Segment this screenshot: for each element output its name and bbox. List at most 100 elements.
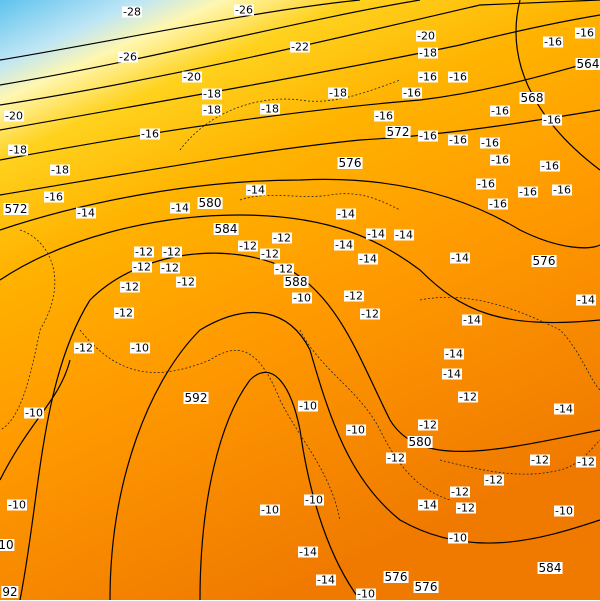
temperature-label: -14: [418, 498, 438, 512]
temperature-label: -16: [542, 113, 562, 127]
temperature-label: -16: [140, 127, 160, 141]
temperature-label: -12: [134, 245, 154, 259]
geopotential-label: 10: [0, 539, 15, 551]
temperature-label: -16: [374, 109, 394, 123]
temperature-label: -18: [418, 46, 438, 60]
temperature-label: -14: [444, 347, 464, 361]
geopotential-label: 92: [1, 585, 19, 599]
temperature-label: -14: [336, 207, 356, 221]
temperature-label: -14: [554, 402, 574, 416]
temperature-label: -12: [386, 451, 406, 465]
temperature-label: -16: [518, 185, 538, 199]
temperature-label: -14: [334, 238, 354, 252]
temperature-label: -14: [462, 313, 482, 327]
temperature-label: -16: [44, 190, 64, 204]
geopotential-label: 584: [213, 222, 239, 236]
temperature-label: -10: [130, 341, 150, 355]
temperature-label: -18: [202, 87, 222, 101]
geopotential-label: 568: [519, 91, 545, 105]
temperature-label: -12: [160, 261, 180, 275]
contour-line: [0, 59, 600, 161]
temperature-label: -12: [176, 275, 196, 289]
contour-line: [0, 109, 600, 196]
temperature-label: -12: [530, 453, 550, 467]
temperature-label: -14: [316, 573, 336, 587]
temperature-label: -16: [575, 26, 595, 40]
temperature-label: -12: [132, 260, 152, 274]
temperature-label: -12: [458, 390, 478, 404]
temperature-label: -16: [476, 177, 496, 191]
temperature-label: -18: [328, 86, 348, 100]
temperature-label: -16: [543, 35, 563, 49]
temperature-label: -16: [488, 197, 508, 211]
contour-line: [0, 0, 421, 86]
geopotential-label: 584: [537, 561, 563, 575]
temperature-label: -16: [418, 70, 438, 84]
contour-line: [0, 14, 600, 131]
temperature-label: -10: [554, 504, 574, 518]
temperature-label: -10: [24, 406, 44, 420]
temperature-label: -22: [290, 40, 310, 54]
temperature-label: -10: [292, 291, 312, 305]
temperature-label: -10: [298, 399, 318, 413]
temperature-label: -18: [50, 163, 70, 177]
coastlines: [0, 79, 600, 521]
contour-line: [0, 0, 600, 106]
geopotential-label: 564: [575, 57, 600, 71]
temperature-label: -12: [114, 306, 134, 320]
temperature-label: -14: [358, 252, 378, 266]
temperature-label: -14: [246, 183, 266, 197]
temperature-label: -14: [394, 228, 414, 242]
temperature-label: -20: [416, 29, 436, 43]
temperature-label: -12: [484, 473, 504, 487]
geopotential-label: 576: [531, 254, 557, 268]
temperature-label: -12: [162, 245, 182, 259]
temperature-label: -14: [450, 251, 470, 265]
temperature-label: -14: [366, 227, 386, 241]
temperature-label: -16: [480, 136, 500, 150]
temperature-label: -12: [272, 231, 292, 245]
contour-line: [0, 0, 361, 61]
temperature-label: -14: [170, 201, 190, 215]
coastline: [299, 329, 451, 501]
temperature-label: -26: [234, 3, 254, 17]
temperature-label: -10: [260, 503, 280, 517]
temperature-label: -10: [7, 498, 27, 512]
temperature-label: -18: [8, 143, 28, 157]
geopotential-label: 592: [183, 391, 209, 405]
temperature-label: -12: [418, 418, 438, 432]
temperature-label: -20: [4, 109, 24, 123]
contour-line: [0, 178, 600, 249]
geopotential-label: 572: [385, 125, 411, 139]
temperature-label: -16: [448, 133, 468, 147]
temperature-label: -12: [576, 455, 596, 469]
temperature-label: -28: [122, 5, 142, 19]
temperature-label: -16: [490, 153, 510, 167]
temperature-label: -16: [490, 104, 510, 118]
temperature-label: -16: [418, 129, 438, 143]
temperature-label: -14: [76, 206, 96, 220]
temperature-label: -10: [304, 493, 324, 507]
temperature-label: -14: [442, 367, 462, 381]
geopotential-label: 580: [197, 196, 223, 210]
temperature-label: -14: [576, 293, 596, 307]
coastline: [239, 193, 401, 211]
temperature-label: -10: [448, 531, 468, 545]
geopotential-label: 580: [407, 435, 433, 449]
coastline: [419, 297, 600, 391]
temperature-label: -16: [552, 183, 572, 197]
temperature-label: -12: [450, 485, 470, 499]
temperature-label: -16: [540, 159, 560, 173]
temperature-label: -12: [120, 280, 140, 294]
temperature-label: -18: [260, 102, 280, 116]
geopotential-label: 588: [283, 275, 309, 289]
temperature-label: -16: [448, 70, 468, 84]
temperature-label: -14: [298, 545, 318, 559]
contour-line: [199, 371, 361, 600]
temperature-label: -26: [118, 50, 138, 64]
temperature-label: -12: [274, 262, 294, 276]
geopotential-label: 572: [3, 202, 29, 216]
temperature-label: -12: [344, 289, 364, 303]
geopotential-label: 576: [383, 570, 409, 584]
